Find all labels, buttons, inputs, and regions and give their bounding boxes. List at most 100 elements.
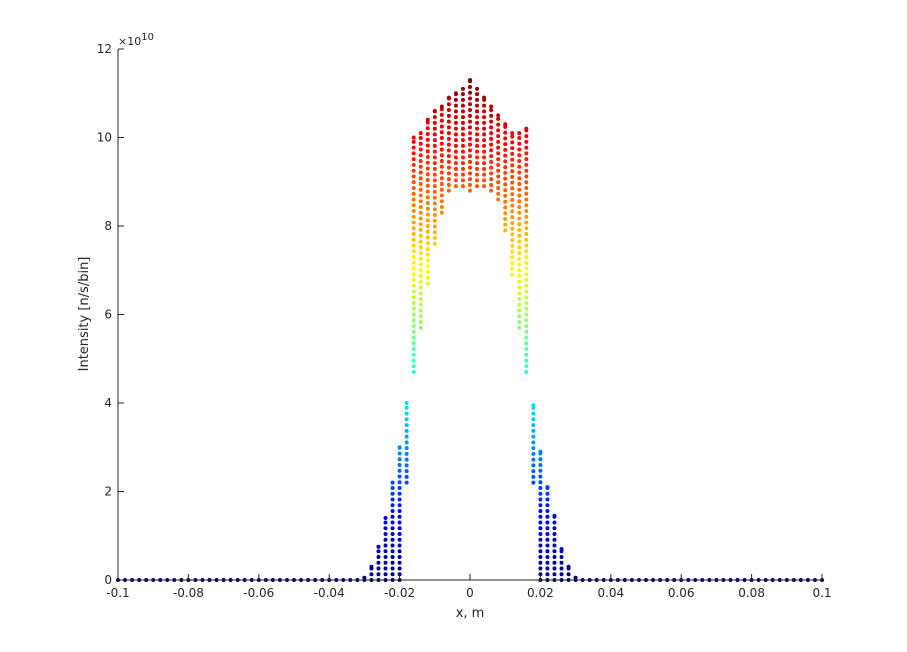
data-point: [425, 137, 430, 142]
data-point: [446, 159, 451, 164]
data-point: [453, 166, 458, 171]
data-point: [418, 131, 423, 136]
data-point: [439, 176, 444, 181]
data-point: [432, 132, 437, 137]
data-point: [453, 97, 458, 102]
y-ticks: 0 2 4 6 8 10 12: [97, 42, 124, 587]
data-point: [439, 181, 444, 186]
x-tick-label: -0.02: [384, 586, 415, 600]
data-point: [524, 370, 529, 375]
x-tick-label: -0.08: [173, 586, 204, 600]
data-point: [545, 549, 550, 554]
data-point: [432, 235, 437, 240]
data-point: [510, 197, 515, 202]
data-point: [432, 224, 437, 229]
data-point: [418, 141, 423, 146]
data-point: [397, 526, 402, 531]
data-point: [411, 329, 416, 334]
data-point: [418, 314, 423, 319]
data-point: [432, 138, 437, 143]
data-point: [418, 302, 423, 307]
data-point: [524, 312, 529, 317]
data-point: [446, 154, 451, 159]
data-point: [559, 547, 564, 552]
data-point: [411, 283, 416, 288]
data-point: [489, 171, 494, 176]
data-point: [503, 222, 508, 227]
data-point: [432, 166, 437, 171]
data-point: [538, 560, 543, 565]
data-point: [439, 187, 444, 192]
data-point: [425, 275, 430, 280]
data-point: [496, 191, 501, 196]
data-point: [425, 264, 430, 269]
data-point: [397, 462, 402, 467]
data-point: [524, 364, 529, 369]
data-point: [524, 260, 529, 265]
data-point: [411, 157, 416, 162]
data-point: [460, 166, 465, 171]
data-point: [439, 204, 444, 209]
data-point: [425, 200, 430, 205]
data-point: [418, 210, 423, 215]
data-point: [362, 575, 367, 580]
data-point: [524, 335, 529, 340]
data-point: [390, 491, 395, 496]
data-point: [489, 136, 494, 141]
data-point: [482, 143, 487, 148]
data-point: [411, 335, 416, 340]
data-point: [418, 147, 423, 152]
data-point: [425, 206, 430, 211]
data-point: [482, 184, 487, 189]
data-point: [425, 229, 430, 234]
data-point: [510, 232, 515, 237]
data-point: [566, 564, 571, 569]
data-point: [510, 140, 515, 145]
data-point: [510, 272, 515, 277]
data-point: [418, 256, 423, 261]
x-tick-label: 0.08: [738, 586, 765, 600]
data-point: [489, 125, 494, 130]
data-point: [390, 480, 395, 485]
data-point: [531, 457, 536, 462]
data-point: [475, 120, 480, 125]
data-point: [517, 176, 522, 181]
data-point: [517, 199, 522, 204]
data-point: [517, 170, 522, 175]
data-point: [460, 132, 465, 137]
data-point: [503, 130, 508, 135]
data-point: [460, 115, 465, 120]
data-point: [404, 434, 409, 439]
data-point: [538, 480, 543, 485]
data-point: [411, 214, 416, 219]
data-point: [404, 457, 409, 462]
data-point: [496, 197, 501, 202]
data-point: [390, 549, 395, 554]
data-point: [397, 543, 402, 548]
data-point: [531, 411, 536, 416]
data-point: [545, 491, 550, 496]
data-point: [482, 132, 487, 137]
data-point: [468, 165, 472, 170]
data-point: [446, 119, 451, 124]
data-point: [446, 148, 451, 153]
data-point: [496, 185, 501, 190]
data-point: [468, 177, 472, 182]
data-point: [538, 462, 543, 467]
data-point: [559, 572, 564, 577]
data-point: [411, 301, 416, 305]
data-point: [411, 358, 416, 363]
data-point: [425, 241, 430, 246]
data-point: [524, 324, 529, 328]
data-point: [531, 440, 536, 445]
data-point: [510, 261, 515, 266]
data-point: [489, 159, 494, 164]
data-point: [496, 113, 501, 118]
data-point: [517, 164, 522, 169]
data-point: [531, 480, 536, 485]
y-tick-label: 10: [97, 131, 112, 145]
data-point: [418, 176, 423, 181]
data-point: [411, 272, 416, 277]
data-point: [538, 554, 543, 559]
data-point: [411, 266, 416, 271]
